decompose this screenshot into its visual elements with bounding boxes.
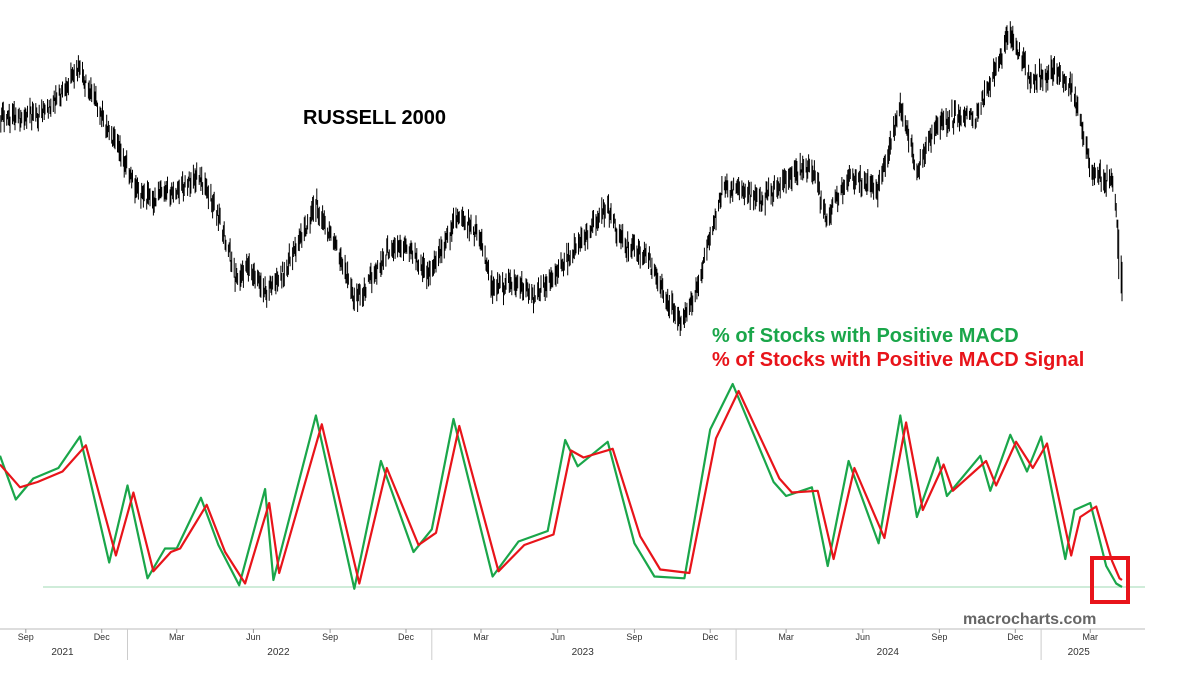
month-tick-label: Mar [778, 632, 794, 642]
year-label: 2024 [877, 647, 900, 658]
year-label: 2025 [1068, 647, 1091, 658]
month-tick-label: Sep [18, 632, 34, 642]
watermark: macrocharts.com [963, 611, 1096, 628]
month-tick-label: Dec [702, 632, 719, 642]
price-panel [0, 21, 1123, 336]
month-tick-label: Sep [626, 632, 642, 642]
year-label: 2021 [51, 647, 74, 658]
legend-macd-signal: % of Stocks with Positive MACD Signal [712, 349, 1084, 371]
month-tick-label: Dec [398, 632, 415, 642]
oscillator-panel [0, 382, 1123, 590]
chart-title: RUSSELL 2000 [303, 107, 446, 129]
macd-series-line [0, 382, 1123, 590]
year-label: 2022 [267, 647, 290, 658]
year-label: 2023 [572, 647, 595, 658]
month-tick-label: Dec [1007, 632, 1024, 642]
month-tick-label: Mar [169, 632, 185, 642]
legend-macd: % of Stocks with Positive MACD [712, 325, 1019, 347]
month-tick-label: Sep [322, 632, 338, 642]
month-tick-label: Jun [550, 632, 565, 642]
month-tick-label: Mar [473, 632, 489, 642]
month-tick-label: Sep [931, 632, 947, 642]
highlight-box [1090, 556, 1130, 604]
month-tick-label: Jun [856, 632, 871, 642]
month-tick-label: Mar [1083, 632, 1099, 642]
month-tick-label: Jun [246, 632, 261, 642]
x-axis: Sep Dec Mar Jun Sep Dec Mar Jun Sep Dec Mar Jun Sep D… [0, 628, 1145, 660]
month-tick-label: Dec [94, 632, 111, 642]
